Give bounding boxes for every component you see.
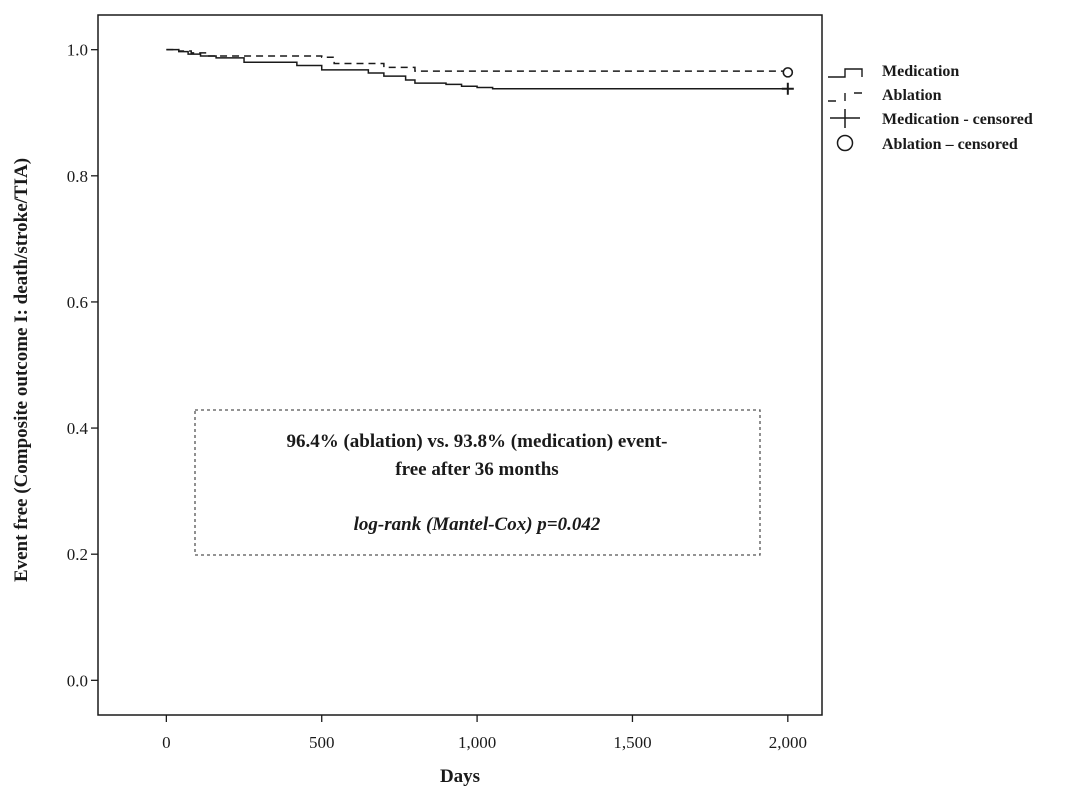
annotation-line-1: 96.4% (ablation) vs. 93.8% (medication) … [286, 431, 667, 452]
series-ablation [166, 48, 789, 73]
y-axis: 0.0 0.2 0.4 0.6 0.8 1.0 [67, 41, 98, 690]
legend-item-ablation: Ablation [828, 87, 942, 104]
y-tick-label: 1.0 [67, 41, 88, 60]
x-axis-label: Days [440, 766, 480, 787]
legend: Medication Ablation Medication - censore… [828, 63, 1033, 153]
x-tick-label: 2,000 [769, 733, 807, 752]
legend-item-medication: Medication [828, 63, 959, 80]
legend-label-ablation: Ablation [882, 87, 942, 104]
censor-marker-ablation [782, 67, 794, 78]
annotation-line-2: free after 36 months [395, 459, 558, 480]
series-layer [166, 48, 789, 90]
y-axis-label: Event free (Composite outcome I: death/s… [11, 158, 32, 582]
legend-symbol-medication [828, 68, 863, 78]
x-tick-label: 1,500 [613, 733, 651, 752]
series-medication [166, 48, 788, 90]
legend-item-medication-censored: Medication - censored [830, 109, 1033, 128]
legend-symbol-circle [836, 134, 854, 152]
x-tick-label: 500 [309, 733, 335, 752]
plot-frame [97, 14, 823, 716]
legend-symbol-plus [830, 109, 860, 128]
censor-marker-medication [781, 82, 794, 95]
y-tick-label: 0.8 [67, 167, 88, 186]
legend-symbol-ablation [828, 92, 862, 102]
annotation-frame [194, 409, 761, 556]
legend-label-medication-censored: Medication - censored [882, 111, 1033, 128]
annotation-line-3: log-rank (Mantel-Cox) p=0.042 [354, 514, 601, 535]
legend-item-ablation-censored: Ablation – censored [836, 134, 1018, 153]
x-tick-label: 1,000 [458, 733, 496, 752]
y-tick-label: 0.4 [67, 419, 89, 438]
censor-layer [781, 67, 794, 95]
x-axis: 0 500 1,000 1,500 2,000 [162, 715, 807, 752]
y-tick-label: 0.6 [67, 293, 88, 312]
legend-label-ablation-censored: Ablation – censored [882, 136, 1018, 153]
legend-label-medication: Medication [882, 63, 959, 80]
x-tick-label: 0 [162, 733, 171, 752]
y-tick-label: 0.2 [67, 545, 88, 564]
annotation-box: 96.4% (ablation) vs. 93.8% (medication) … [194, 409, 761, 556]
y-tick-label: 0.0 [67, 671, 88, 690]
